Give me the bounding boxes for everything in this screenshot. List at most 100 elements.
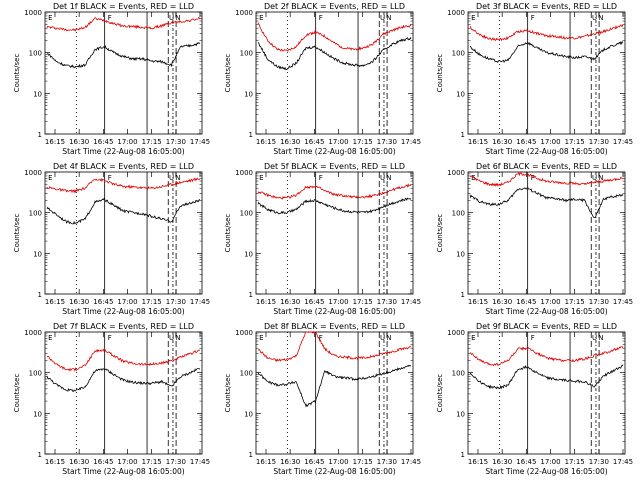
- x-tick-label: 17:45: [613, 138, 633, 146]
- marker-label: E: [259, 14, 263, 22]
- x-tick-label: 17:45: [190, 458, 210, 466]
- panel-title: Det 2f BLACK = Events, RED = LLD: [264, 2, 405, 11]
- marker-label: U: [380, 14, 385, 22]
- x-tick-label: 17:00: [117, 458, 137, 466]
- marker-label: F: [319, 174, 323, 182]
- lld-series-line: [469, 172, 624, 187]
- x-tick-label: 16:45: [516, 138, 536, 146]
- y-tick-label: 1000: [24, 329, 42, 337]
- x-tick-label: 17:30: [377, 458, 397, 466]
- y-tick-label: 1000: [447, 169, 465, 177]
- marker-label: U: [169, 14, 174, 22]
- y-tick-label: 10: [244, 90, 253, 98]
- plot-frame: [467, 171, 626, 295]
- x-tick-label: 17:00: [117, 298, 137, 306]
- events-series-line: [257, 197, 412, 215]
- x-tick-label: 16:15: [256, 458, 276, 466]
- lld-series-line: [257, 22, 412, 52]
- x-tick-label: 17:00: [328, 138, 348, 146]
- x-tick-label: 16:15: [45, 458, 65, 466]
- x-tick-label: 17:45: [190, 138, 210, 146]
- plot-frame: [44, 11, 203, 135]
- x-axis-label: Start Time (22-Aug-08 16:05:00): [62, 467, 184, 476]
- x-tick-label: 17:45: [613, 458, 633, 466]
- panel-det-1: Det 1f BLACK = Events, RED = LLD 1 10 100 10…: [13, 2, 210, 156]
- x-axis-label: Start Time (22-Aug-08 16:05:00): [485, 467, 607, 476]
- marker-label: U: [169, 174, 174, 182]
- x-tick-label: 16:30: [492, 458, 512, 466]
- y-tick-label: 100: [240, 210, 253, 218]
- y-tick-label: 10: [456, 410, 465, 418]
- lld-series-line: [257, 331, 412, 363]
- marker-label: U: [380, 174, 385, 182]
- x-axis-label: Start Time (22-Aug-08 16:05:00): [485, 147, 607, 156]
- y-tick-label: 10: [33, 90, 42, 98]
- y-tick-label: 100: [29, 50, 42, 58]
- x-tick-label: 16:30: [69, 138, 89, 146]
- panel-title: Det 6f BLACK = Events, RED = LLD: [476, 162, 617, 171]
- lld-series-line: [469, 23, 624, 42]
- panel-title: Det 4f BLACK = Events, RED = LLD: [53, 162, 194, 171]
- y-tick-label: 100: [240, 370, 253, 378]
- x-axis-label: Start Time (22-Aug-08 16:05:00): [62, 307, 184, 316]
- y-tick-label: 100: [240, 50, 253, 58]
- x-tick-label: 16:15: [468, 458, 488, 466]
- x-tick-label: 16:30: [280, 458, 300, 466]
- lld-series-line: [257, 183, 412, 200]
- marker-label: U: [592, 334, 597, 342]
- panel-det-7: Det 7f BLACK = Events, RED = LLD 1 10 100 10…: [13, 322, 210, 476]
- marker-label: N: [175, 174, 180, 182]
- marker-label: E: [48, 174, 52, 182]
- y-axis-label: Counts/sec: [436, 374, 444, 413]
- x-tick-label: 17:15: [353, 298, 373, 306]
- marker-label: F: [108, 14, 112, 22]
- x-tick-label: 16:15: [468, 138, 488, 146]
- x-tick-label: 17:00: [328, 298, 348, 306]
- y-tick-label: 1: [38, 131, 42, 139]
- panel-det-4: Det 4f BLACK = Events, RED = LLD 1 10 100 10…: [13, 162, 210, 316]
- y-tick-label: 1: [461, 291, 465, 299]
- events-series-line: [46, 197, 200, 225]
- x-tick-label: 16:15: [468, 298, 488, 306]
- x-tick-label: 16:30: [69, 458, 89, 466]
- marker-label: E: [471, 14, 475, 22]
- marker-label: U: [592, 174, 597, 182]
- marker-label: F: [108, 334, 112, 342]
- y-tick-label: 10: [244, 250, 253, 258]
- x-tick-label: 17:15: [142, 298, 162, 306]
- panel-det-3: Det 3f BLACK = Events, RED = LLD 1 10 100 10…: [436, 2, 633, 156]
- events-series-line: [257, 36, 412, 71]
- marker-label: N: [386, 14, 391, 22]
- y-tick-label: 1000: [235, 9, 253, 17]
- marker-label: E: [259, 174, 263, 182]
- x-tick-label: 16:45: [304, 298, 324, 306]
- x-tick-label: 16:45: [93, 138, 113, 146]
- y-tick-label: 10: [456, 90, 465, 98]
- marker-label: N: [386, 334, 391, 342]
- marker-label: E: [471, 334, 475, 342]
- marker-label: F: [531, 174, 535, 182]
- x-axis-label: Start Time (22-Aug-08 16:05:00): [62, 147, 184, 156]
- y-axis-label: Counts/sec: [224, 374, 232, 413]
- marker-label: N: [386, 174, 391, 182]
- x-tick-label: 16:15: [45, 138, 65, 146]
- panel-title: Det 7f BLACK = Events, RED = LLD: [53, 322, 194, 331]
- events-series-line: [257, 364, 412, 408]
- x-tick-label: 17:30: [166, 458, 186, 466]
- x-axis-label: Start Time (22-Aug-08 16:05:00): [485, 307, 607, 316]
- x-tick-label: 17:45: [401, 298, 421, 306]
- lld-series-line: [46, 348, 201, 372]
- y-tick-label: 1: [461, 451, 465, 459]
- panel-title: Det 1f BLACK = Events, RED = LLD: [53, 2, 194, 11]
- panel-det-9: Det 9f BLACK = Events, RED = LLD 1 10 100 10…: [436, 322, 633, 476]
- panel-det-5: Det 5f BLACK = Events, RED = LLD 1 10 100 10…: [224, 162, 421, 316]
- y-tick-label: 100: [452, 210, 465, 218]
- x-tick-label: 16:45: [93, 458, 113, 466]
- y-axis-label: Counts/sec: [13, 374, 21, 413]
- x-tick-label: 16:45: [93, 298, 113, 306]
- x-tick-label: 17:00: [540, 298, 560, 306]
- marker-label: F: [319, 14, 323, 22]
- events-series-line: [46, 42, 201, 69]
- y-tick-label: 100: [29, 370, 42, 378]
- x-tick-label: 17:15: [353, 458, 373, 466]
